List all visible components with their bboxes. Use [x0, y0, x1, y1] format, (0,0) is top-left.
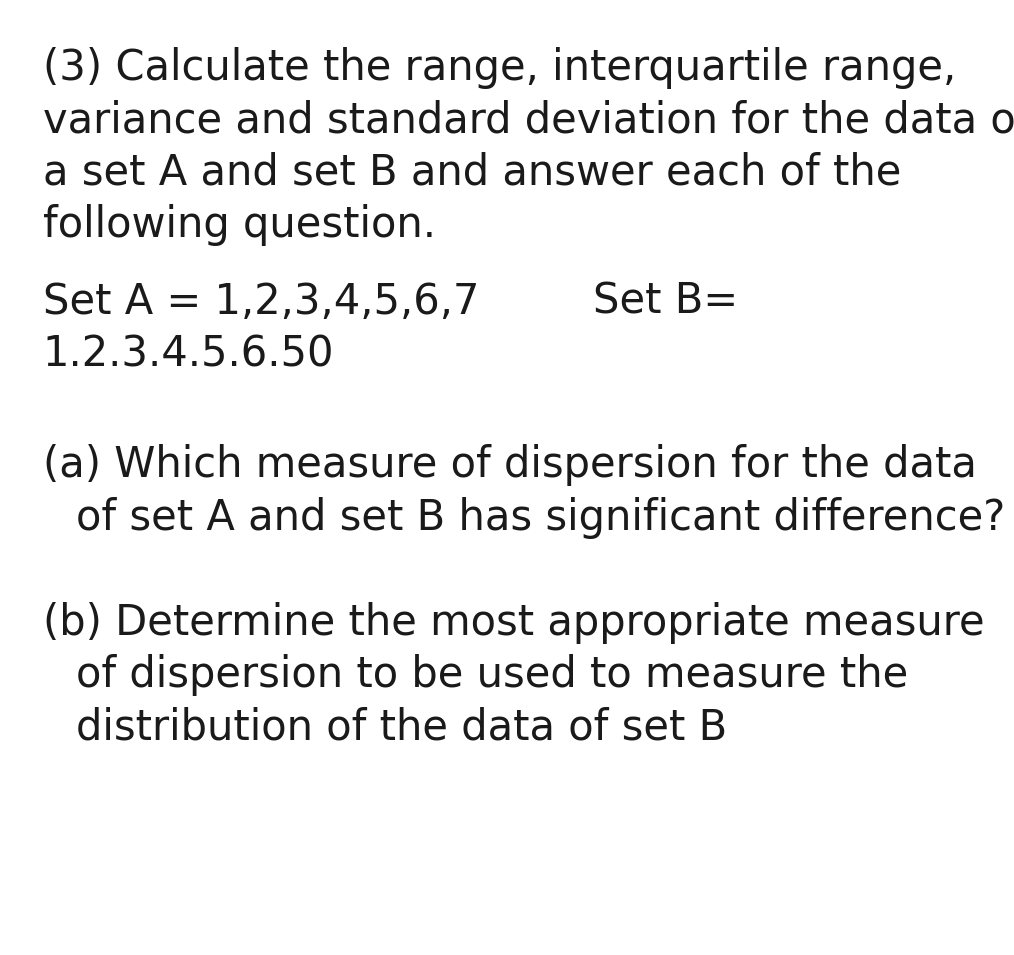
Text: following question.: following question. — [43, 204, 436, 246]
Text: a set A and set B and answer each of the: a set A and set B and answer each of the — [43, 152, 901, 194]
Text: 1.2.3.4.5.6.50: 1.2.3.4.5.6.50 — [43, 333, 334, 375]
Text: (a) Which measure of dispersion for the data: (a) Which measure of dispersion for the … — [43, 444, 976, 486]
Text: Set B=: Set B= — [593, 281, 738, 323]
Text: (3) Calculate the range, interquartile range,: (3) Calculate the range, interquartile r… — [43, 47, 956, 89]
Text: of set A and set B has significant difference?: of set A and set B has significant diffe… — [76, 497, 1005, 539]
Text: of dispersion to be used to measure the: of dispersion to be used to measure the — [76, 654, 909, 696]
Text: variance and standard deviation for the data of: variance and standard deviation for the … — [43, 99, 1014, 141]
Text: (b) Determine the most appropriate measure: (b) Determine the most appropriate measu… — [43, 602, 985, 644]
Text: Set A = 1,2,3,4,5,6,7: Set A = 1,2,3,4,5,6,7 — [43, 281, 479, 323]
Text: distribution of the data of set B: distribution of the data of set B — [76, 707, 727, 749]
